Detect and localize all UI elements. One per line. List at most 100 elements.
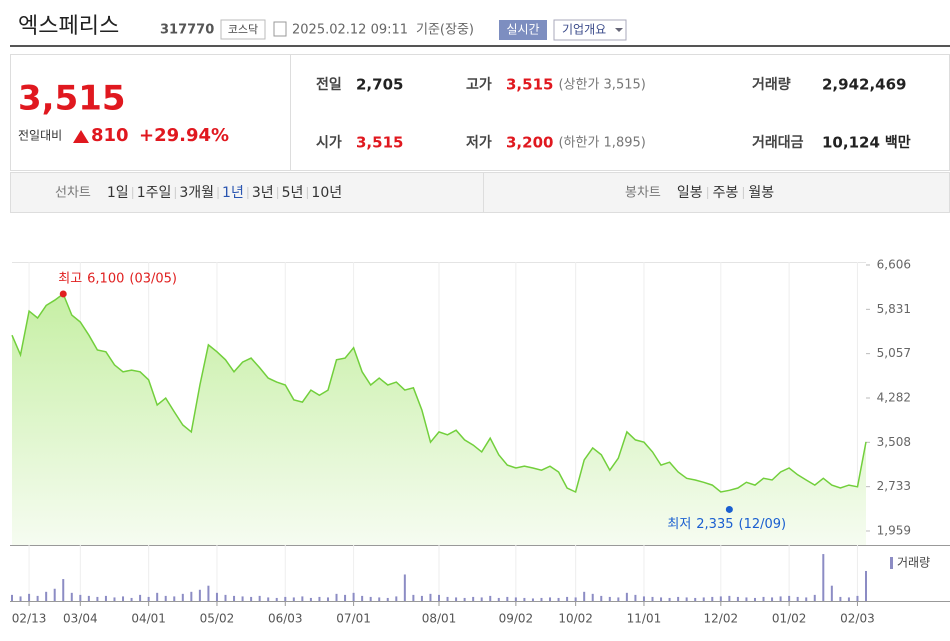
datetime: 2025.02.12 09:11 (292, 23, 408, 38)
market: 코스닥 (228, 23, 258, 36)
volume-bar (549, 597, 552, 601)
volume-bar (412, 594, 415, 601)
volume-bar (403, 574, 406, 601)
tab[interactable]: 월봉 (748, 185, 774, 201)
tab[interactable]: 3개월 (179, 185, 214, 201)
basis: 기준(장중) (416, 23, 474, 38)
annotation-date: (12/09) (739, 517, 787, 532)
volume-bar (813, 594, 816, 601)
volume-bar (856, 595, 859, 601)
volume-bar (224, 594, 227, 601)
volume-bar (830, 585, 833, 601)
volume-bar (805, 597, 808, 601)
tab[interactable]: 5년 (282, 185, 304, 201)
volume-bar (386, 597, 389, 601)
volume-bar (198, 589, 201, 601)
volume-bar (719, 596, 722, 601)
realtime-button[interactable] (499, 20, 547, 40)
volume-bar (617, 597, 620, 601)
volume-bar (113, 597, 116, 601)
stat-value: 3,515 (506, 76, 553, 94)
volume-bar (497, 597, 500, 601)
stat-label: 거래대금 (752, 135, 804, 151)
volume-bar (318, 596, 321, 601)
y-tick-label: 4,282 (877, 391, 911, 405)
volume-bar (139, 594, 142, 601)
volume-bar (378, 597, 381, 601)
overview-button[interactable] (553, 19, 627, 41)
volume-bar (540, 597, 543, 601)
volume-bar (796, 596, 799, 601)
volume-bar (446, 596, 449, 601)
volume-bar (642, 596, 645, 601)
volume-bar (728, 595, 731, 601)
volume-bar (241, 596, 244, 601)
stat-value: 3,200 (506, 134, 553, 152)
volume-bar (395, 596, 398, 601)
volume-bar (233, 595, 236, 601)
tab[interactable]: 10년 (311, 185, 342, 201)
stat-value: 2,942,469 (822, 76, 906, 94)
volume-bar (634, 594, 637, 601)
price: 3,515 (18, 79, 126, 119)
volume-bar (745, 597, 748, 601)
tab[interactable]: 일봉 (677, 185, 703, 201)
tab[interactable]: 1일 (107, 185, 129, 201)
volume-bar (258, 595, 261, 601)
stat-note: (상한가 3,515) (558, 78, 645, 93)
volume-bar (344, 594, 347, 601)
y-tick-label: 1,959 (877, 523, 911, 537)
volume-bar (79, 594, 82, 601)
y-tick-label: 6,606 (877, 257, 911, 271)
volume-bar (489, 595, 492, 601)
volume-bar (361, 595, 364, 601)
volume-bar (96, 596, 99, 601)
volume-bar (762, 596, 765, 601)
stat-value: 2,705 (356, 76, 403, 94)
stats: 전일 2,705 고가 3,515 (상한가 3,515) 거래량 2,942,469 시가 3… (316, 76, 911, 152)
volume-bar (463, 597, 466, 601)
volume-bar (753, 597, 756, 601)
dropdown-arrow (615, 28, 623, 32)
volume-bar (651, 596, 654, 601)
volume-bar (292, 597, 295, 601)
volume-legend-swatch (890, 557, 893, 569)
tab[interactable]: 3년 (252, 185, 274, 201)
volume-bar (506, 596, 509, 601)
up-arrow (73, 130, 89, 143)
volume-bar (369, 596, 372, 601)
volume-bar (583, 591, 586, 601)
volume-bar (122, 596, 125, 601)
volume-bar (677, 596, 680, 601)
x-tick-label: 01/02 (772, 612, 807, 626)
annotation-value: 6,100 (87, 271, 124, 286)
volume-bar (326, 597, 329, 601)
volume-bar (600, 595, 603, 601)
volume-bar (352, 592, 355, 601)
volume-bar (472, 596, 475, 601)
realtime[interactable]: 실시간 (506, 23, 539, 37)
overview[interactable]: 기업개요 (562, 23, 606, 37)
volume-bar (455, 597, 458, 601)
volume-bar (531, 598, 534, 601)
tab-label: 선차트 (55, 186, 91, 201)
volume-bar (190, 591, 193, 601)
x-tick-label: 07/01 (336, 612, 371, 626)
volume-bar (104, 595, 107, 601)
volume-bar (87, 595, 90, 601)
x-tick-label: 10/02 (558, 612, 593, 626)
volume-bar (275, 597, 278, 601)
volume-bar (822, 554, 825, 601)
volume-bar (625, 592, 628, 601)
tab[interactable]: 1년 (222, 185, 244, 201)
volume-bar (702, 597, 705, 601)
x-tick-label: 11/01 (627, 612, 662, 626)
x-tick-label: 06/03 (268, 612, 303, 626)
calendar-icon (273, 21, 287, 37)
volume-bar (608, 596, 611, 601)
tab[interactable]: 주봉 (713, 185, 739, 201)
volume-bar (130, 597, 133, 601)
tab[interactable]: 1주일 (137, 185, 172, 201)
